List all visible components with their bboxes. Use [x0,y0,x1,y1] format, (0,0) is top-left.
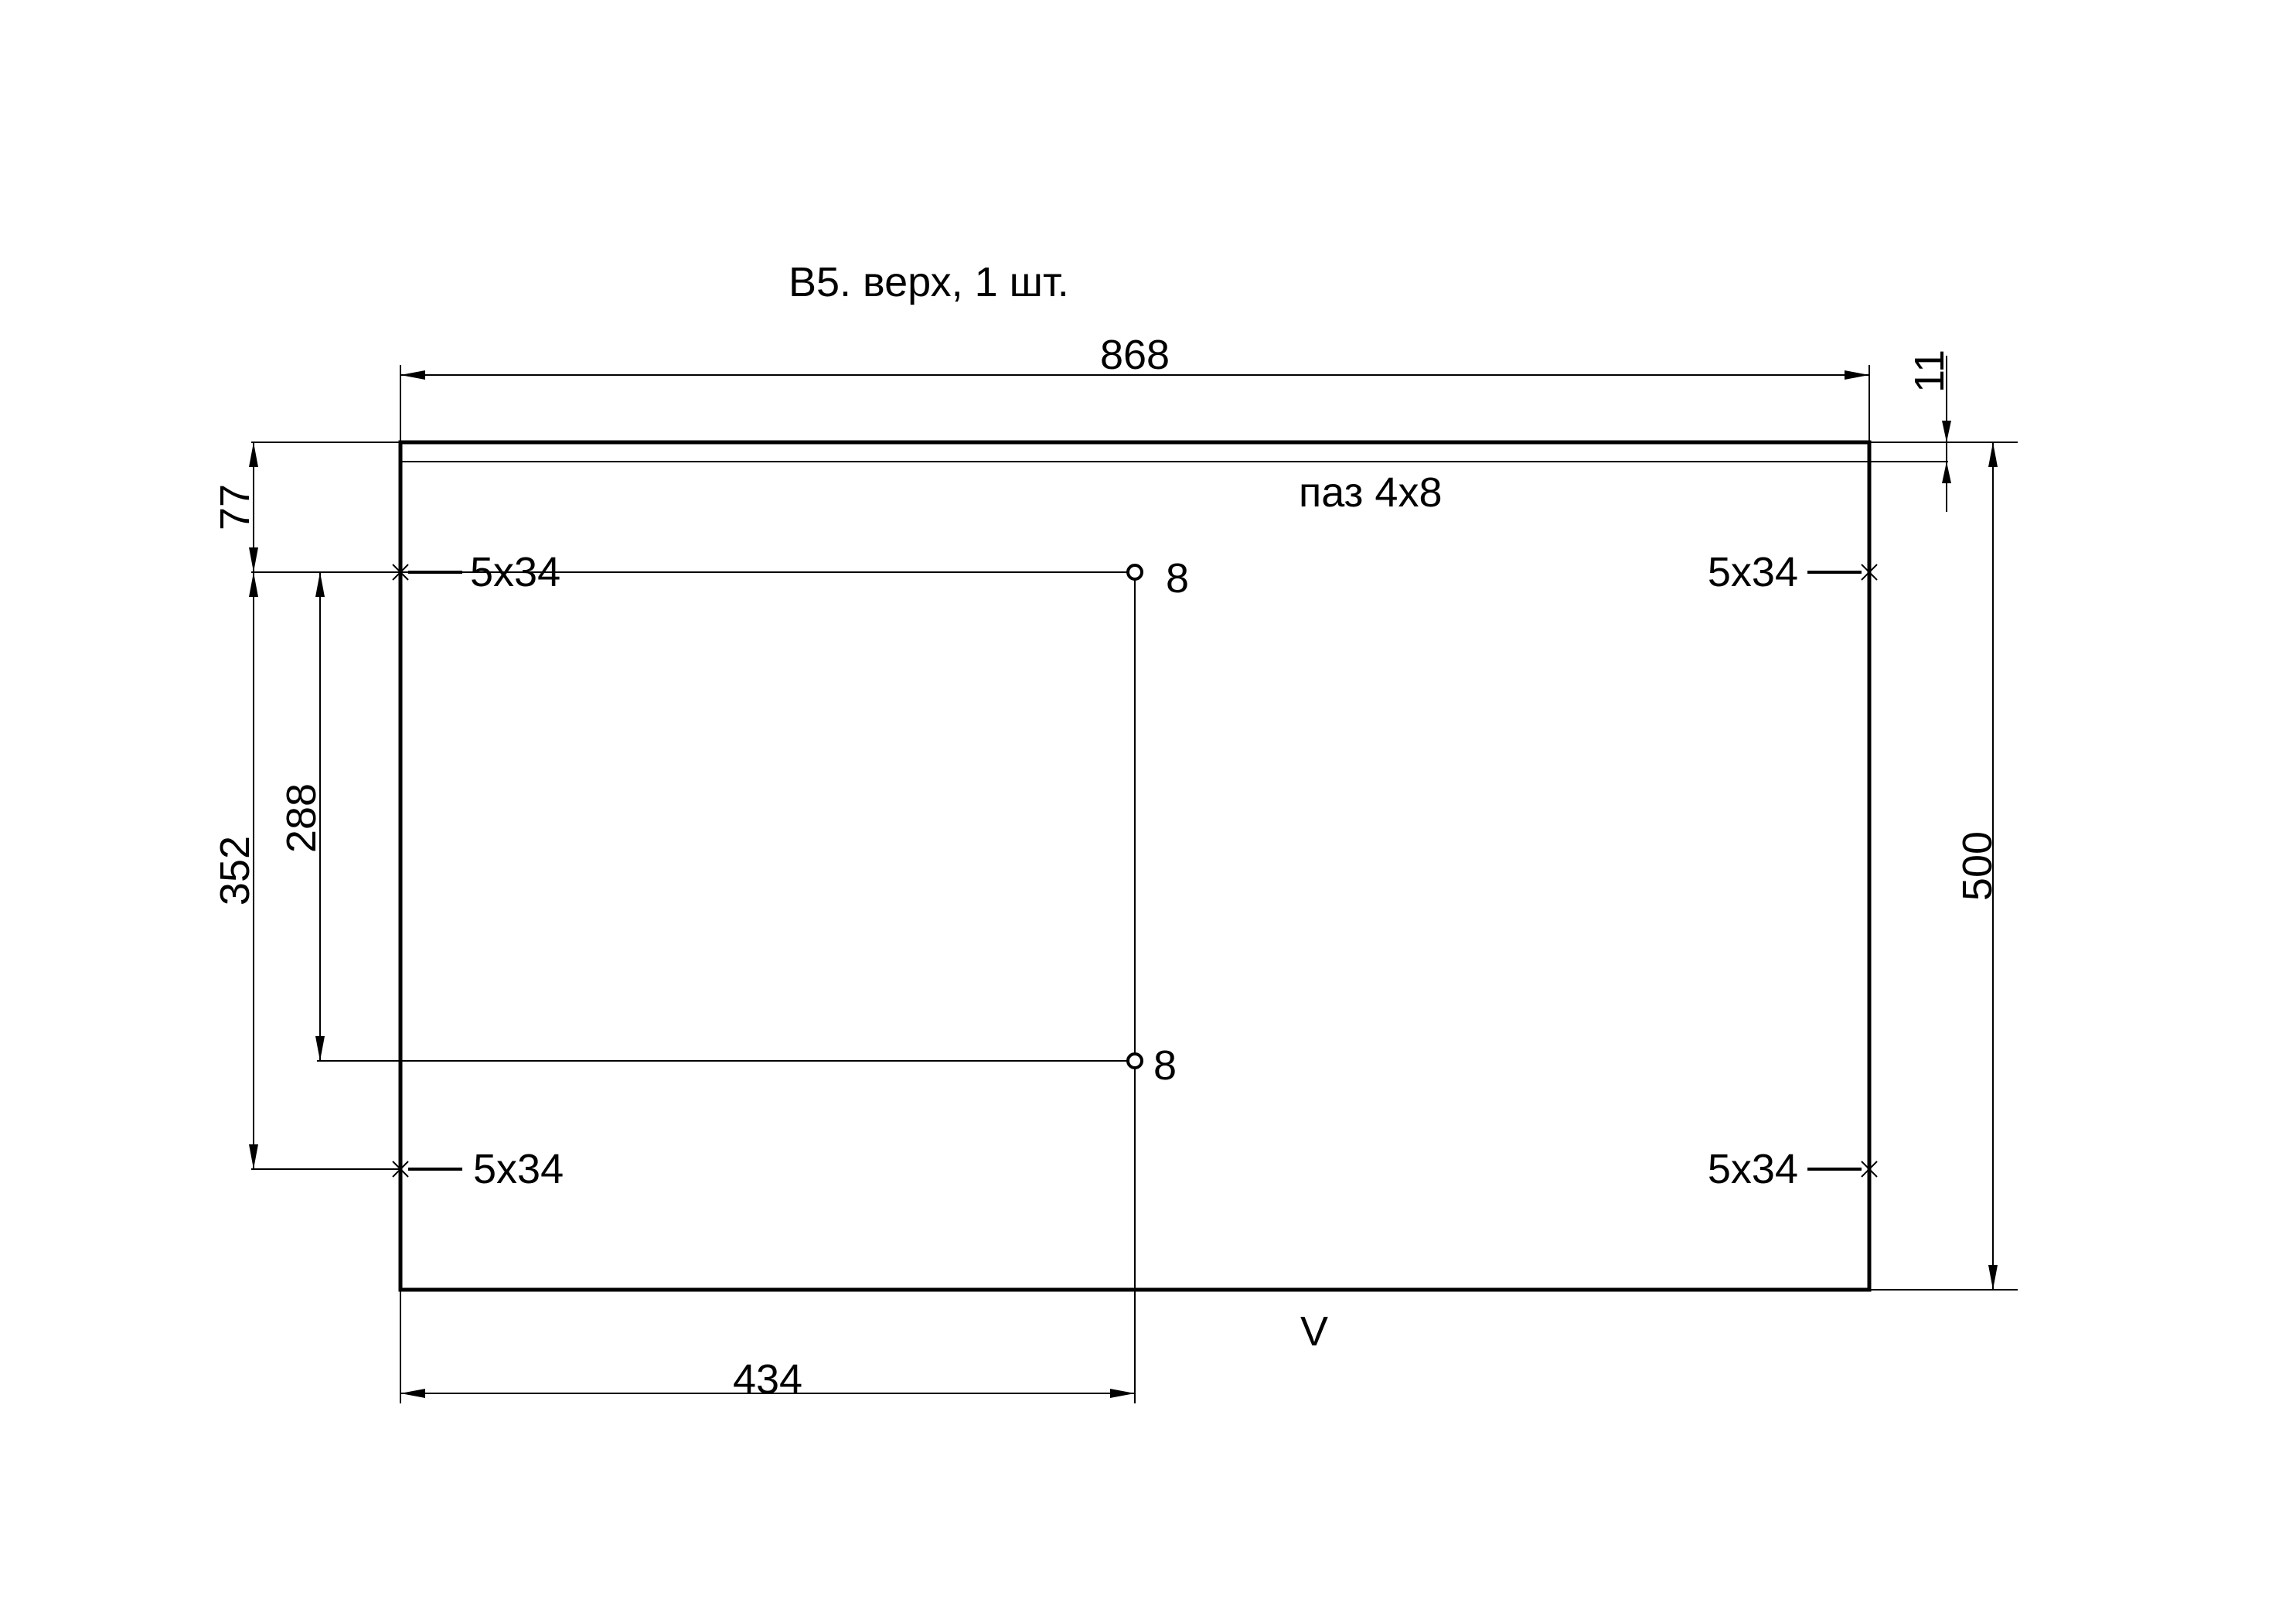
dim-height-label: 500 [1954,831,2001,901]
dim-inner-label: 288 [278,783,325,853]
dim-inner-arrow-bottom [315,1036,325,1061]
dim-groove-arrow-top [1942,421,1951,442]
dim-center-arrow-left [400,1389,425,1398]
dim-groove-label: 11 [1906,349,1953,393]
dim-top-arrow-bottom [249,547,258,572]
dim-center-label: 434 [733,1356,802,1403]
edge-hole-bottom-right-label: 5х34 [1708,1146,1798,1192]
edge-hole-top-right-label: 5х34 [1708,549,1798,595]
edge-hole-bottom-right [1807,1161,1878,1178]
dim-width-arrow-right [1845,370,1869,380]
drawing-title: В5. верх, 1 шт. [789,259,1069,305]
groove-label: паз 4х8 [1299,469,1443,516]
edge-hole-top-left [392,564,462,581]
face-hole-upper-label: 8 [1166,555,1189,602]
dim-outer-label: 352 [212,836,258,905]
dim-top-arrow-top [249,442,258,467]
face-hole-lower-label: 8 [1153,1042,1177,1089]
dim-width-label: 868 [1100,332,1170,378]
dim-height-arrow-top [1988,442,1998,467]
dim-height-arrow-bottom [1988,1265,1998,1290]
face-hole-upper [1126,564,1143,581]
dim-center-arrow-right [1110,1389,1135,1398]
dim-inner-arrow-top [315,572,325,597]
dim-top-label: 77 [212,484,258,530]
dim-outer-arrow-top [249,572,258,597]
dim-width-arrow-left [400,370,425,380]
edge-hole-bottom-left [392,1161,462,1178]
edge-hole-bottom-left-label: 5х34 [473,1146,564,1192]
edge-hole-top-right [1807,564,1878,581]
dim-groove-arrow-bottom [1942,462,1951,483]
edge-hole-top-left-label: 5х34 [470,549,560,595]
dim-outer-arrow-bottom [249,1144,258,1169]
grain-mark: V [1300,1308,1328,1355]
face-hole-lower [1126,1052,1143,1069]
